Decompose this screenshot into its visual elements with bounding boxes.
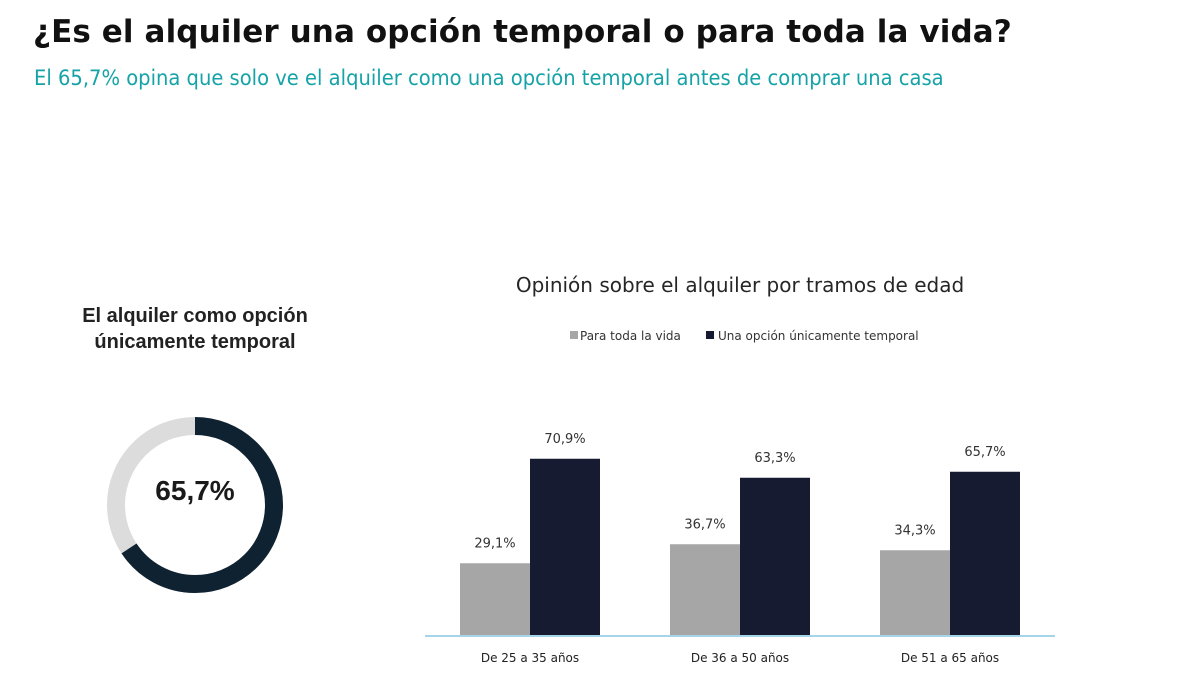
bar-temporal-1: [530, 458, 600, 636]
bar-chart: Opinión sobre el alquiler por tramos de …: [425, 273, 1055, 665]
data-label-lifetime-1: 29,1%: [474, 536, 515, 551]
x-tick-labels: De 25 a 35 años De 36 a 50 años De 51 a 65…: [481, 651, 999, 665]
bar-lifetime-3: [880, 550, 950, 636]
x-tick-label-1: De 25 a 35 años: [481, 651, 579, 665]
data-label-lifetime-2: 36,7%: [684, 517, 725, 532]
x-tick-label-3: De 51 a 65 años: [901, 651, 999, 665]
data-label-temporal-2: 63,3%: [754, 451, 795, 466]
chart-title: Opinión sobre el alquiler por tramos de …: [516, 273, 964, 297]
legend-swatch-temporal: [706, 331, 714, 339]
donut-value: 65,7%: [155, 475, 235, 506]
donut-chart: [107, 417, 283, 593]
page-title: ¿Es el alquiler una opción temporal o pa…: [33, 14, 1012, 50]
bar-lifetime-2: [670, 544, 740, 636]
legend-swatch-lifetime: [570, 331, 578, 339]
data-label-temporal-3: 65,7%: [964, 445, 1005, 460]
data-label-temporal-1: 70,9%: [544, 432, 585, 447]
legend-label-lifetime: Para toda la vida: [580, 329, 681, 343]
bar-lifetime-1: [460, 563, 530, 636]
page-subtitle: El 65,7% opina que solo ve el alquiler c…: [34, 66, 944, 90]
bar-temporal-3: [950, 471, 1020, 636]
legend-label-temporal: Una opción únicamente temporal: [718, 329, 919, 343]
donut-arc: [107, 417, 283, 593]
x-tick-label-2: De 36 a 50 años: [691, 651, 789, 665]
data-label-lifetime-3: 34,3%: [894, 523, 935, 538]
chart-bars: 29,1% 36,7% 34,3% 70,9% 63,3% 65,7%: [460, 432, 1020, 636]
chart-legend: Para toda la vida Una opción únicamente t…: [570, 329, 919, 343]
bar-temporal-2: [740, 477, 810, 636]
donut-title: El alquiler como opción únicamente tempo…: [82, 305, 308, 353]
